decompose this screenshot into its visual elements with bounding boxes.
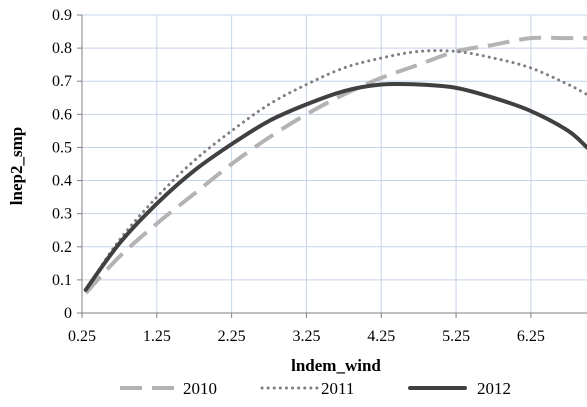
legend: 2010 2011 2012: [120, 379, 511, 398]
x-tick-label: 1.25: [143, 328, 171, 345]
y-tick-labels: 0 0.1 0.2 0.3 0.4 0.5 0.6 0.7 0.8 0.9: [52, 7, 72, 322]
legend-label-2011: 2011: [321, 379, 354, 398]
series-line-2011: [84, 49, 587, 292]
x-tick-label: 5.25: [442, 328, 470, 345]
y-tick-label: 0: [64, 305, 72, 322]
grid: [82, 14, 587, 313]
legend-label-2010: 2010: [183, 379, 217, 398]
x-tick-labels: 0.25 1.25 2.25 3.25 4.25 5.25 6.25: [68, 328, 545, 345]
x-tick-label: 6.25: [517, 328, 545, 345]
y-tick-label: 0.2: [52, 239, 72, 256]
y-tick-label: 0.4: [52, 173, 72, 190]
y-tick-label: 0.1: [52, 272, 72, 289]
x-axis-title: lndem_wind: [291, 356, 381, 375]
y-tick-label: 0.8: [52, 40, 72, 57]
y-tick-label: 0.3: [52, 206, 72, 223]
series-lines: [83, 35, 587, 295]
y-tick-label: 0.5: [52, 139, 72, 156]
x-tick-label: 0.25: [68, 328, 96, 345]
x-tick-label: 4.25: [367, 328, 395, 345]
y-tick-label: 0.9: [52, 7, 72, 24]
x-tick-label: 2.25: [218, 328, 246, 345]
legend-label-2012: 2012: [477, 379, 511, 398]
axes: [77, 14, 587, 318]
series-line-2012: [83, 81, 587, 292]
y-tick-label: 0.6: [52, 106, 72, 123]
y-tick-label: 0.7: [52, 73, 72, 90]
x-tick-label: 3.25: [292, 328, 320, 345]
series-line-2010: [84, 35, 587, 295]
y-axis-title: lnep2_smp: [7, 127, 26, 205]
